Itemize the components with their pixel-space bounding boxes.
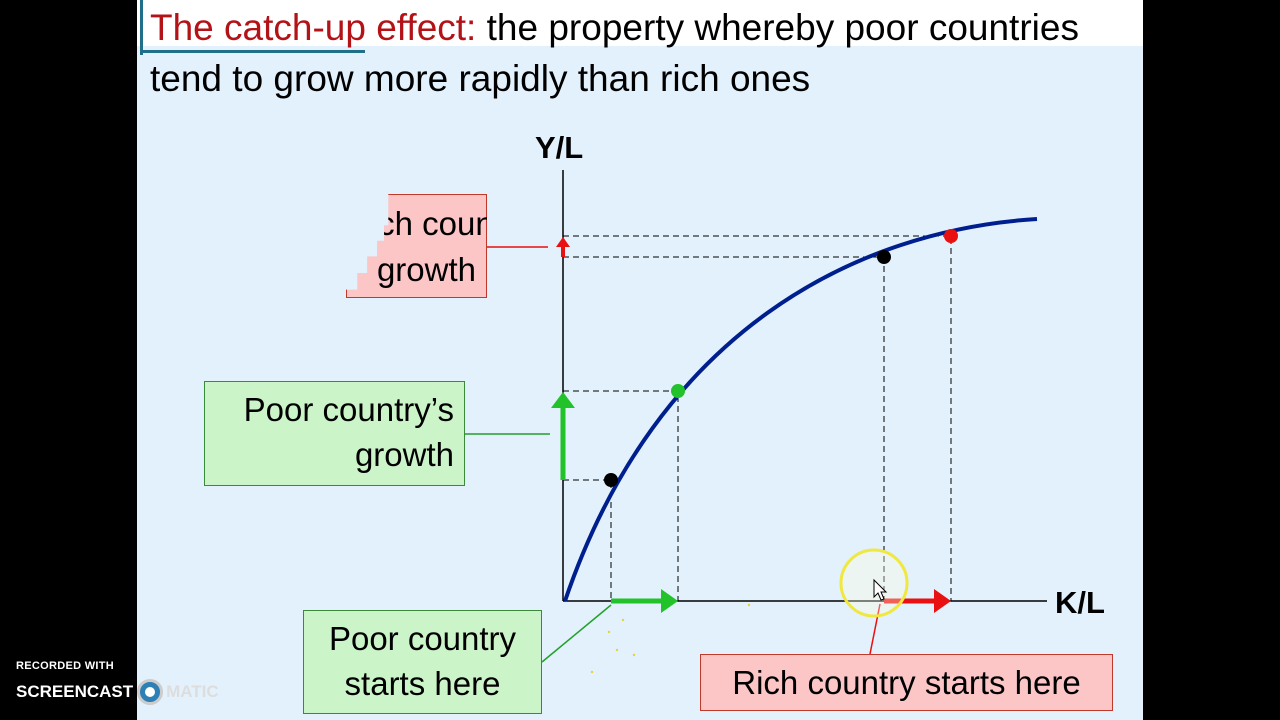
guide-poor-start: [563, 479, 612, 601]
screencast-watermark: RECORDED WITH SCREENCAST MATIC: [16, 660, 219, 705]
guide-rich-start: [563, 256, 885, 601]
y-axis-label: Y/L: [535, 130, 583, 165]
rich-start-connector: [869, 603, 881, 655]
rich-growth-arrowhead: [556, 237, 570, 247]
dashed-guides: [563, 235, 952, 601]
screencast-lens-icon: [137, 679, 164, 705]
watermark-brand-left: SCREENCAST: [16, 682, 134, 701]
production-function-curve: [563, 217, 1038, 602]
poor-growth-line1: Poor country’s: [243, 391, 454, 428]
poor-growth-label: Poor country’s growth: [204, 381, 465, 486]
title-band: [137, 0, 1143, 46]
guide-rich-end: [563, 235, 952, 601]
rich-start-text: Rich country starts here: [732, 664, 1081, 701]
yellow-specks: [590, 603, 751, 674]
poor-growth-arrowhead: [551, 392, 575, 408]
cursor-icon: [873, 578, 888, 601]
diagram: Y/L K/L: [465, 130, 1105, 674]
poor-end-point: [671, 384, 685, 398]
title-highlight: The catch-up effect:: [150, 7, 477, 48]
rich-end-point: [944, 229, 958, 243]
rich-start-label: Rich country starts here: [700, 654, 1113, 711]
rich-kl-arrowhead: [934, 589, 951, 613]
poor-start-connector: [541, 604, 612, 663]
x-axis-label: K/L: [1055, 585, 1105, 620]
rich-growth-line2: growth: [376, 251, 476, 288]
poor-start-label: Poor country starts here: [303, 610, 542, 714]
watermark-recorded-with: RECORDED WITH: [16, 660, 115, 672]
slide-title: The catch-up effect: the property whereb…: [150, 2, 1140, 104]
rich-start-point: [877, 250, 891, 264]
title-underline-decoration: [140, 50, 365, 53]
title-decoration: [140, 0, 143, 55]
poor-start-line2: starts here: [344, 665, 501, 702]
poor-growth-line2: growth: [354, 436, 454, 473]
poor-kl-arrowhead: [661, 589, 678, 613]
title-rest: the property whereby poor countries tend…: [150, 7, 1079, 99]
poor-start-point: [604, 473, 618, 487]
watermark-brand-right: MATIC: [166, 682, 219, 701]
poor-start-line1: Poor country: [328, 620, 517, 657]
guide-poor-end: [563, 390, 679, 601]
slide: The catch-up effect: the property whereb…: [137, 0, 1143, 720]
